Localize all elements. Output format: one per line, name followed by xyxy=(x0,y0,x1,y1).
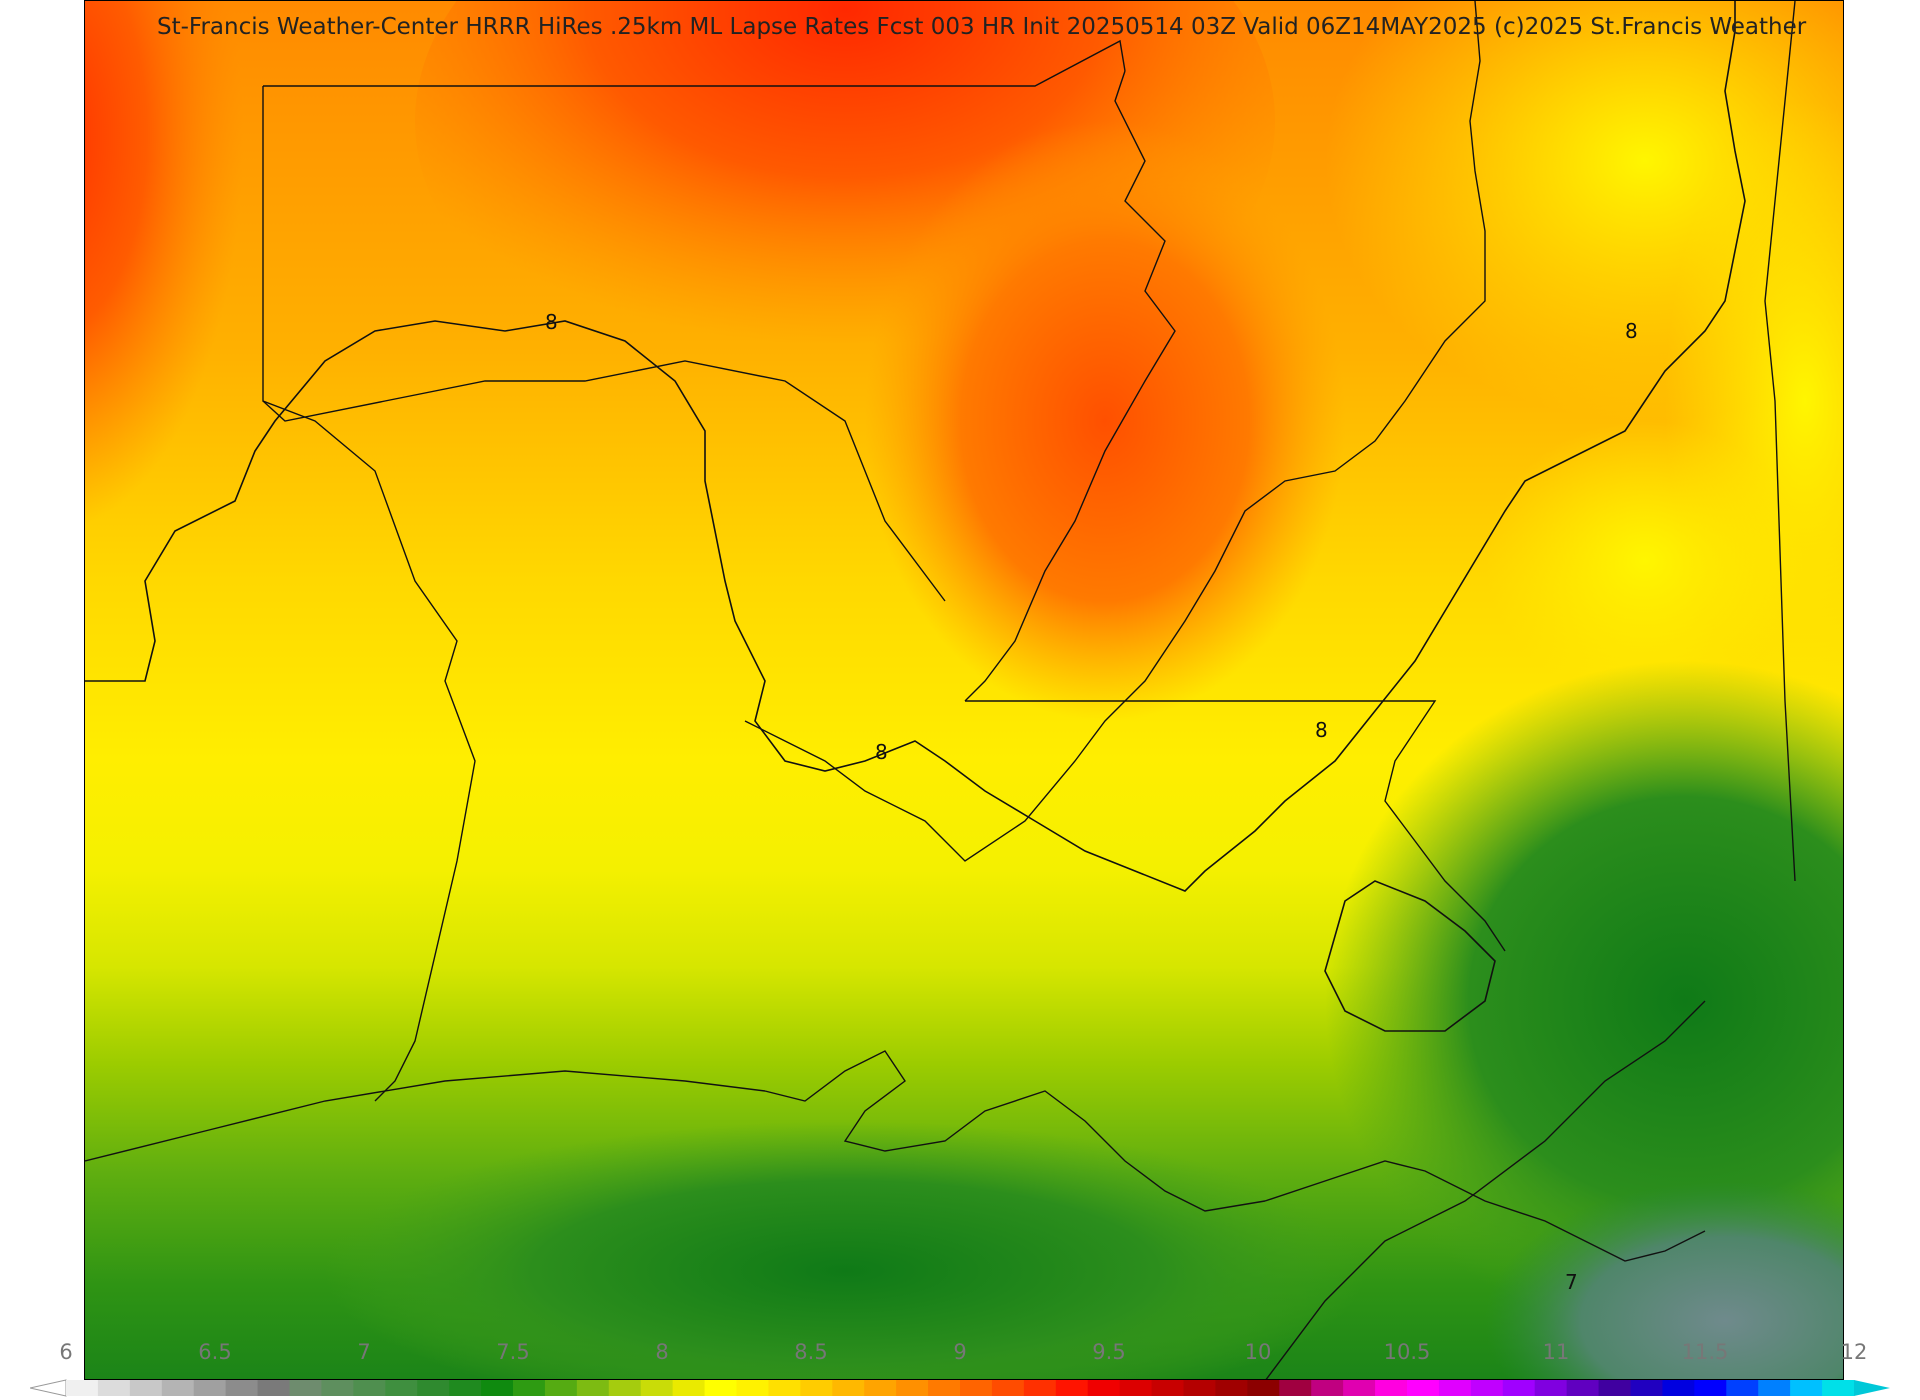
colorbar-tick-label: 11.5 xyxy=(1681,1340,1729,1364)
colorbar-swatch xyxy=(736,1380,769,1396)
colorbar-tick-label: 10.5 xyxy=(1383,1340,1431,1364)
colorbar-swatch xyxy=(1151,1380,1184,1396)
colorbar-swatch xyxy=(1343,1380,1376,1396)
colorbar-swatch xyxy=(1438,1380,1472,1396)
colorbar-swatch xyxy=(321,1380,354,1396)
colorbar-swatch xyxy=(544,1380,578,1396)
colorbar-swatch xyxy=(1662,1380,1695,1396)
lapse-rate-field: 8 8 8 8 7 xyxy=(85,1,1843,1379)
colorbar-over-arrow xyxy=(1854,1380,1890,1396)
colorbar-swatch xyxy=(353,1380,386,1396)
colorbar-tick-label: 9.5 xyxy=(1092,1340,1126,1364)
colorbar-swatch xyxy=(1247,1380,1280,1396)
colorbar-swatch xyxy=(1630,1380,1663,1396)
colorbar-swatch xyxy=(896,1380,929,1396)
colorbar-swatch xyxy=(66,1380,99,1396)
colorbar-swatch xyxy=(161,1380,195,1396)
colorbar-swatch xyxy=(1566,1380,1600,1396)
colorbar-swatch xyxy=(1598,1380,1631,1396)
colorbar-swatch xyxy=(1119,1380,1153,1396)
colorbar-tick-label: 9 xyxy=(953,1340,967,1364)
colorbar-swatch xyxy=(1407,1380,1440,1396)
contour-label: 7 xyxy=(1565,1270,1578,1294)
colorbar-swatch xyxy=(1183,1380,1216,1396)
colorbar-tick-label: 7 xyxy=(357,1340,371,1364)
colorbar-swatch xyxy=(960,1380,993,1396)
colorbar-swatch xyxy=(1215,1380,1248,1396)
colorbar-tick-label: 6.5 xyxy=(198,1340,232,1364)
colorbar-swatch xyxy=(576,1380,610,1396)
colorbar-swatch xyxy=(1822,1380,1855,1396)
colorbar-tick-label: 10 xyxy=(1244,1340,1272,1364)
colorbar-swatch xyxy=(289,1380,322,1396)
colorbar-swatch xyxy=(704,1380,737,1396)
contour-label: 8 xyxy=(1625,319,1638,343)
colorbar-swatch xyxy=(1790,1380,1823,1396)
colorbar-swatch xyxy=(1470,1380,1504,1396)
state-borders xyxy=(85,1,1796,1379)
colorbar-swatch xyxy=(1055,1380,1089,1396)
colorbar-swatch xyxy=(385,1380,418,1396)
map-title: St-Francis Weather-Center HRRR HiRes .25… xyxy=(157,14,1807,40)
colorbar-swatch xyxy=(1311,1380,1344,1396)
colorbar-swatch xyxy=(928,1380,961,1396)
contour-label: 8 xyxy=(545,310,558,334)
colorbar-swatch xyxy=(1023,1380,1057,1396)
colorbar-swatch xyxy=(608,1380,642,1396)
colorbar-tick-label: 8.5 xyxy=(794,1340,828,1364)
colorbar-swatch xyxy=(129,1380,163,1396)
colorbar-swatch xyxy=(864,1380,897,1396)
map-panel[interactable]: 8 8 8 8 7 xyxy=(84,0,1844,1380)
contour-lines xyxy=(85,1,1746,1032)
colorbar-swatch xyxy=(481,1380,514,1396)
colorbar-swatch xyxy=(225,1380,259,1396)
colorbar-swatch xyxy=(1375,1380,1408,1396)
colorbar-swatch xyxy=(1726,1380,1759,1396)
colorbar-swatch xyxy=(672,1380,706,1396)
colorbar-swatch xyxy=(991,1380,1025,1396)
contour-label: 8 xyxy=(1315,718,1328,742)
colorbar-swatch xyxy=(449,1380,482,1396)
colorbar-swatch xyxy=(1534,1380,1568,1396)
colorbar-swatch xyxy=(1279,1380,1312,1396)
colorbar-tick-label: 8 xyxy=(655,1340,669,1364)
colorbar-tick-label: 12 xyxy=(1840,1340,1868,1364)
colorbar-swatch xyxy=(513,1380,546,1396)
colorbar-swatch xyxy=(97,1380,131,1396)
colorbar-tick-label: 7.5 xyxy=(496,1340,530,1364)
colorbar-swatch xyxy=(1758,1380,1791,1396)
colorbar: 6 6.5 7 7.5 8 8.5 9 9.5 10 10.5 11 11.5 12 xyxy=(30,1340,1890,1400)
colorbar-tick-label: 11 xyxy=(1542,1340,1570,1364)
colorbar-scale xyxy=(30,1379,1890,1397)
colorbar-swatch xyxy=(1502,1380,1536,1396)
colorbar-tick-label: 6 xyxy=(59,1340,73,1364)
colorbar-swatch xyxy=(800,1380,833,1396)
colorbar-swatch xyxy=(768,1380,801,1396)
colorbar-under-arrow xyxy=(30,1379,67,1397)
colorbar-swatch xyxy=(1694,1380,1727,1396)
colorbar-swatch xyxy=(257,1380,290,1396)
colorbar-swatch xyxy=(832,1380,865,1396)
colorbar-swatch xyxy=(640,1380,674,1396)
colorbar-swatch xyxy=(1087,1380,1121,1396)
colorbar-swatch xyxy=(417,1380,450,1396)
colorbar-swatch xyxy=(193,1380,227,1396)
contour-label: 8 xyxy=(875,740,888,764)
